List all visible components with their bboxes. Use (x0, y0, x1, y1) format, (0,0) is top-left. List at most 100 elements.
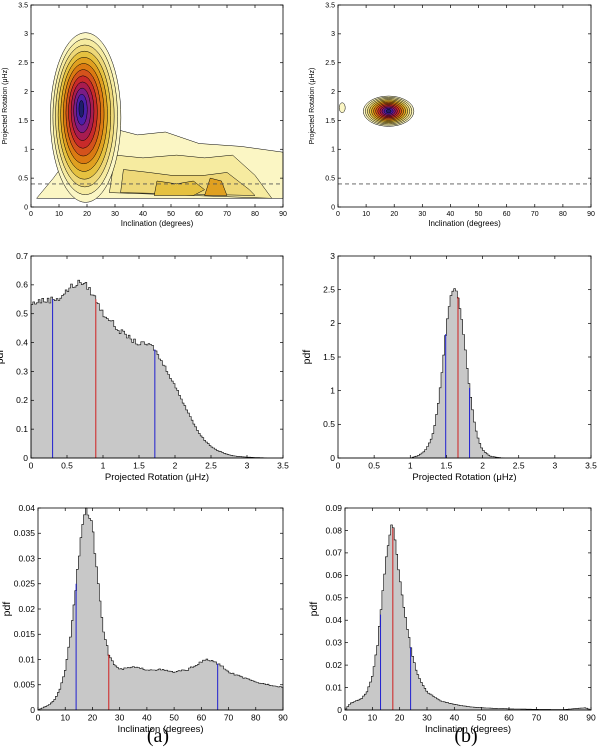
plot-frame (344, 507, 592, 711)
contour-level (385, 109, 392, 114)
caption-b: (b) (454, 725, 477, 747)
y-tick-label: 2.5 (18, 60, 28, 67)
y-tick-label: 1.5 (323, 352, 335, 362)
x-tick-label: 50 (167, 211, 175, 218)
y-tick-label: 3.5 (325, 2, 335, 9)
y-axis-label: pdf (1, 602, 13, 617)
y-tick-label: 0.04 (18, 503, 35, 513)
x-tick-label: 0.5 (61, 461, 73, 471)
x-tick-label: 20 (83, 211, 91, 218)
axes-b-middle: 0 0.5 1 1.5 2 2.5 3 3.5 0 0.5 1 1.5 2 2.5 3 Projected R… (301, 251, 597, 483)
axes-a-bottom: 0 10 20 30 40 50 60 70 80 90 0 0.005 0.01 0.015 0.02 0.… (1, 503, 288, 735)
x-tick-label: 1 (408, 461, 413, 471)
x-tick-label: 40 (447, 211, 455, 218)
y-tick-label: 2 (24, 89, 28, 96)
y-tick-label: 0.04 (325, 615, 342, 625)
x-tick-label: 10 (60, 713, 70, 723)
plot-frame (30, 255, 284, 459)
x-tick-label: 40 (139, 211, 147, 218)
x-tick-label: 40 (450, 713, 460, 723)
x-tick-label: 0 (336, 211, 340, 218)
y-tick-label: 0 (337, 705, 342, 715)
y-tick-label: 0.01 (325, 682, 342, 692)
y-tick-label: 0.02 (325, 660, 342, 670)
y-tick-label: 0.005 (14, 680, 36, 690)
x-tick-label: 40 (142, 713, 152, 723)
y-tick-label: 0.07 (325, 548, 342, 558)
x-tick-label: 2.5 (205, 461, 217, 471)
plot-frame (337, 4, 592, 208)
contour-level (78, 100, 85, 118)
x-tick-label: 3.5 (277, 461, 289, 471)
x-tick-label: 0 (36, 713, 41, 723)
histogram-area (344, 524, 592, 711)
x-tick-label: 20 (395, 713, 405, 723)
x-tick-label: 1 (101, 461, 106, 471)
histogram-area (338, 288, 591, 459)
contour-a-top (31, 32, 284, 203)
x-axis-label: Inclination (degrees) (117, 724, 203, 735)
contour-level (338, 102, 346, 113)
y-tick-label: 0 (23, 453, 28, 463)
y-tick-label: 1 (330, 386, 335, 396)
y-tick-label: 0.02 (18, 604, 35, 614)
y-tick-label: 0 (330, 453, 335, 463)
histogram-a-bottom (37, 507, 284, 711)
x-tick-label: 90 (587, 211, 595, 218)
x-tick-label: 60 (504, 713, 514, 723)
x-tick-label: 1.5 (441, 461, 453, 471)
histogram-b-bottom (344, 524, 592, 711)
y-tick-label: 1.5 (18, 118, 28, 125)
y-tick-label: 0.5 (16, 309, 28, 319)
y-tick-label: 2 (331, 89, 335, 96)
y-tick-label: 0.015 (14, 629, 36, 639)
y-tick-label: 0 (331, 204, 335, 211)
y-tick-label: 3 (330, 251, 335, 261)
y-tick-label: 0.3 (16, 366, 28, 376)
y-tick-label: 0.08 (325, 525, 342, 535)
plot-frame (30, 4, 284, 208)
x-tick-label: 30 (418, 211, 426, 218)
x-tick-label: 0 (29, 461, 34, 471)
y-tick-label: 1.5 (325, 118, 335, 125)
y-tick-label: 0 (24, 204, 28, 211)
x-tick-label: 2 (480, 461, 485, 471)
x-tick-label: 30 (422, 713, 432, 723)
x-tick-label: 50 (169, 713, 179, 723)
x-axis-label: Projected Rotation (μHz) (412, 472, 516, 483)
y-tick-label: 0.01 (18, 654, 35, 664)
x-tick-label: 70 (223, 211, 231, 218)
y-tick-label: 3 (331, 31, 335, 38)
y-tick-label: 0.03 (325, 638, 342, 648)
x-tick-label: 80 (559, 211, 567, 218)
x-tick-label: 80 (251, 211, 259, 218)
x-tick-label: 90 (279, 211, 287, 218)
x-tick-label: 20 (88, 713, 98, 723)
x-tick-label: 0 (29, 211, 33, 218)
x-tick-label: 2 (173, 461, 178, 471)
y-axis-label: Projected Rotation (μHz) (309, 68, 316, 145)
y-tick-label: 0.5 (18, 175, 28, 182)
y-tick-label: 3 (24, 31, 28, 38)
x-tick-label: 20 (390, 211, 398, 218)
x-tick-label: 80 (559, 713, 569, 723)
axes-a-middle: 0 0.5 1 1.5 2 2.5 3 3.5 0 0.1 0.2 0.3 0.4 0.5 0.6 0.7 Pr… (0, 251, 289, 483)
contour-level (153, 180, 206, 196)
y-axis-label: Projected Rotation (μHz) (2, 68, 9, 145)
x-tick-label: 10 (368, 713, 378, 723)
x-tick-label: 3.5 (585, 461, 597, 471)
y-tick-label: 0.2 (16, 395, 28, 405)
caption-a: (a) (147, 725, 169, 747)
y-tick-label: 1 (331, 147, 335, 154)
y-tick-label: 0.035 (14, 528, 36, 538)
x-axis-label: Inclination (degrees) (425, 724, 511, 735)
x-tick-label: 70 (532, 713, 542, 723)
contour-b-top (338, 95, 591, 185)
x-axis-label: Projected Rotation (μHz) (105, 472, 209, 483)
x-tick-label: 0.5 (368, 461, 380, 471)
x-tick-label: 0 (343, 713, 348, 723)
y-tick-label: 2.5 (323, 285, 335, 295)
x-tick-label: 1.5 (133, 461, 145, 471)
y-tick-label: 0.4 (16, 337, 28, 347)
